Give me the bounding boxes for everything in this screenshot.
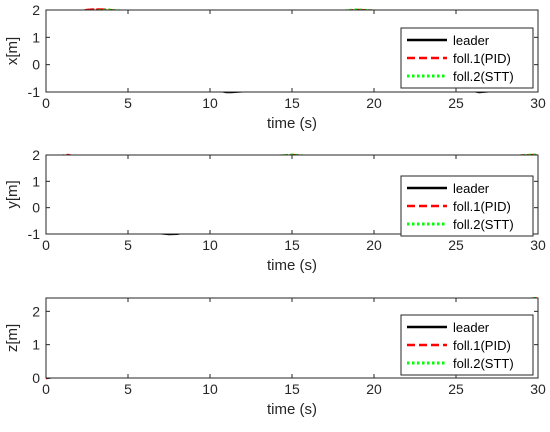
y-tick-label: 2	[32, 2, 40, 18]
x-tick-label: 5	[124, 95, 132, 111]
legend: leader foll.1(PID) foll.2(STT)	[400, 27, 534, 89]
x-tick-label: 30	[530, 237, 546, 253]
x-tick-label: 20	[366, 237, 382, 253]
y-tick-label: -1	[28, 226, 41, 242]
x-axis-label: time (s)	[267, 401, 317, 418]
y-tick-label: -1	[28, 84, 41, 100]
x-tick-label: 30	[530, 95, 546, 111]
x-axis-label: time (s)	[267, 115, 317, 132]
legend-entry-label: foll.2(STT)	[453, 217, 514, 232]
x-tick-label: 20	[366, 381, 382, 397]
legend-entry-label: foll.1(PID)	[453, 199, 511, 214]
x-tick-label: 20	[366, 95, 382, 111]
y-tick-label: 1	[32, 337, 40, 353]
x-tick-label: 25	[448, 381, 464, 397]
legend: leader foll.1(PID) foll.2(STT)	[400, 175, 534, 237]
x-tick-label: 15	[284, 237, 300, 253]
y-axis-label: x[m]	[4, 37, 21, 65]
y-tick-label: 2	[32, 147, 40, 163]
legend-entry-label: foll.2(STT)	[453, 69, 514, 84]
x-tick-label: 0	[42, 95, 50, 111]
legend-entry-label: foll.2(STT)	[453, 356, 514, 371]
x-tick-label: 10	[202, 381, 218, 397]
legend-entry-label: leader	[453, 320, 490, 335]
x-tick-label: 5	[124, 381, 132, 397]
legend: leader foll.1(PID) foll.2(STT)	[400, 314, 534, 376]
y-tick-label: 0	[32, 370, 40, 386]
legend-entry-label: leader	[453, 181, 490, 196]
y-axis-label: z[m]	[4, 324, 21, 352]
x-axis-label: time (s)	[267, 257, 317, 274]
x-tick-label: 15	[284, 95, 300, 111]
x-tick-label: 30	[530, 381, 546, 397]
x-tick-label: 25	[448, 237, 464, 253]
y-tick-label: 0	[32, 57, 40, 73]
x-tick-label: 10	[202, 237, 218, 253]
y-tick-label: 0	[32, 200, 40, 216]
legend-entry-label: foll.1(PID)	[453, 338, 511, 353]
x-tick-label: 25	[448, 95, 464, 111]
x-tick-label: 0	[42, 381, 50, 397]
chart-panel-3: 0 5 10 15 20 25 30 0 1 2 time (s) z[m] leader foll.1(…	[4, 296, 546, 418]
y-tick-label: 2	[32, 303, 40, 319]
y-tick-label: 1	[32, 173, 40, 189]
x-tick-label: 0	[42, 237, 50, 253]
x-tick-label: 10	[202, 95, 218, 111]
y-axis-label: y[m]	[4, 180, 21, 208]
x-tick-label: 5	[124, 237, 132, 253]
x-tick-label: 15	[284, 381, 300, 397]
legend-entry-label: leader	[453, 33, 490, 48]
y-tick-label: 1	[32, 29, 40, 45]
legend-entry-label: foll.1(PID)	[453, 51, 511, 66]
